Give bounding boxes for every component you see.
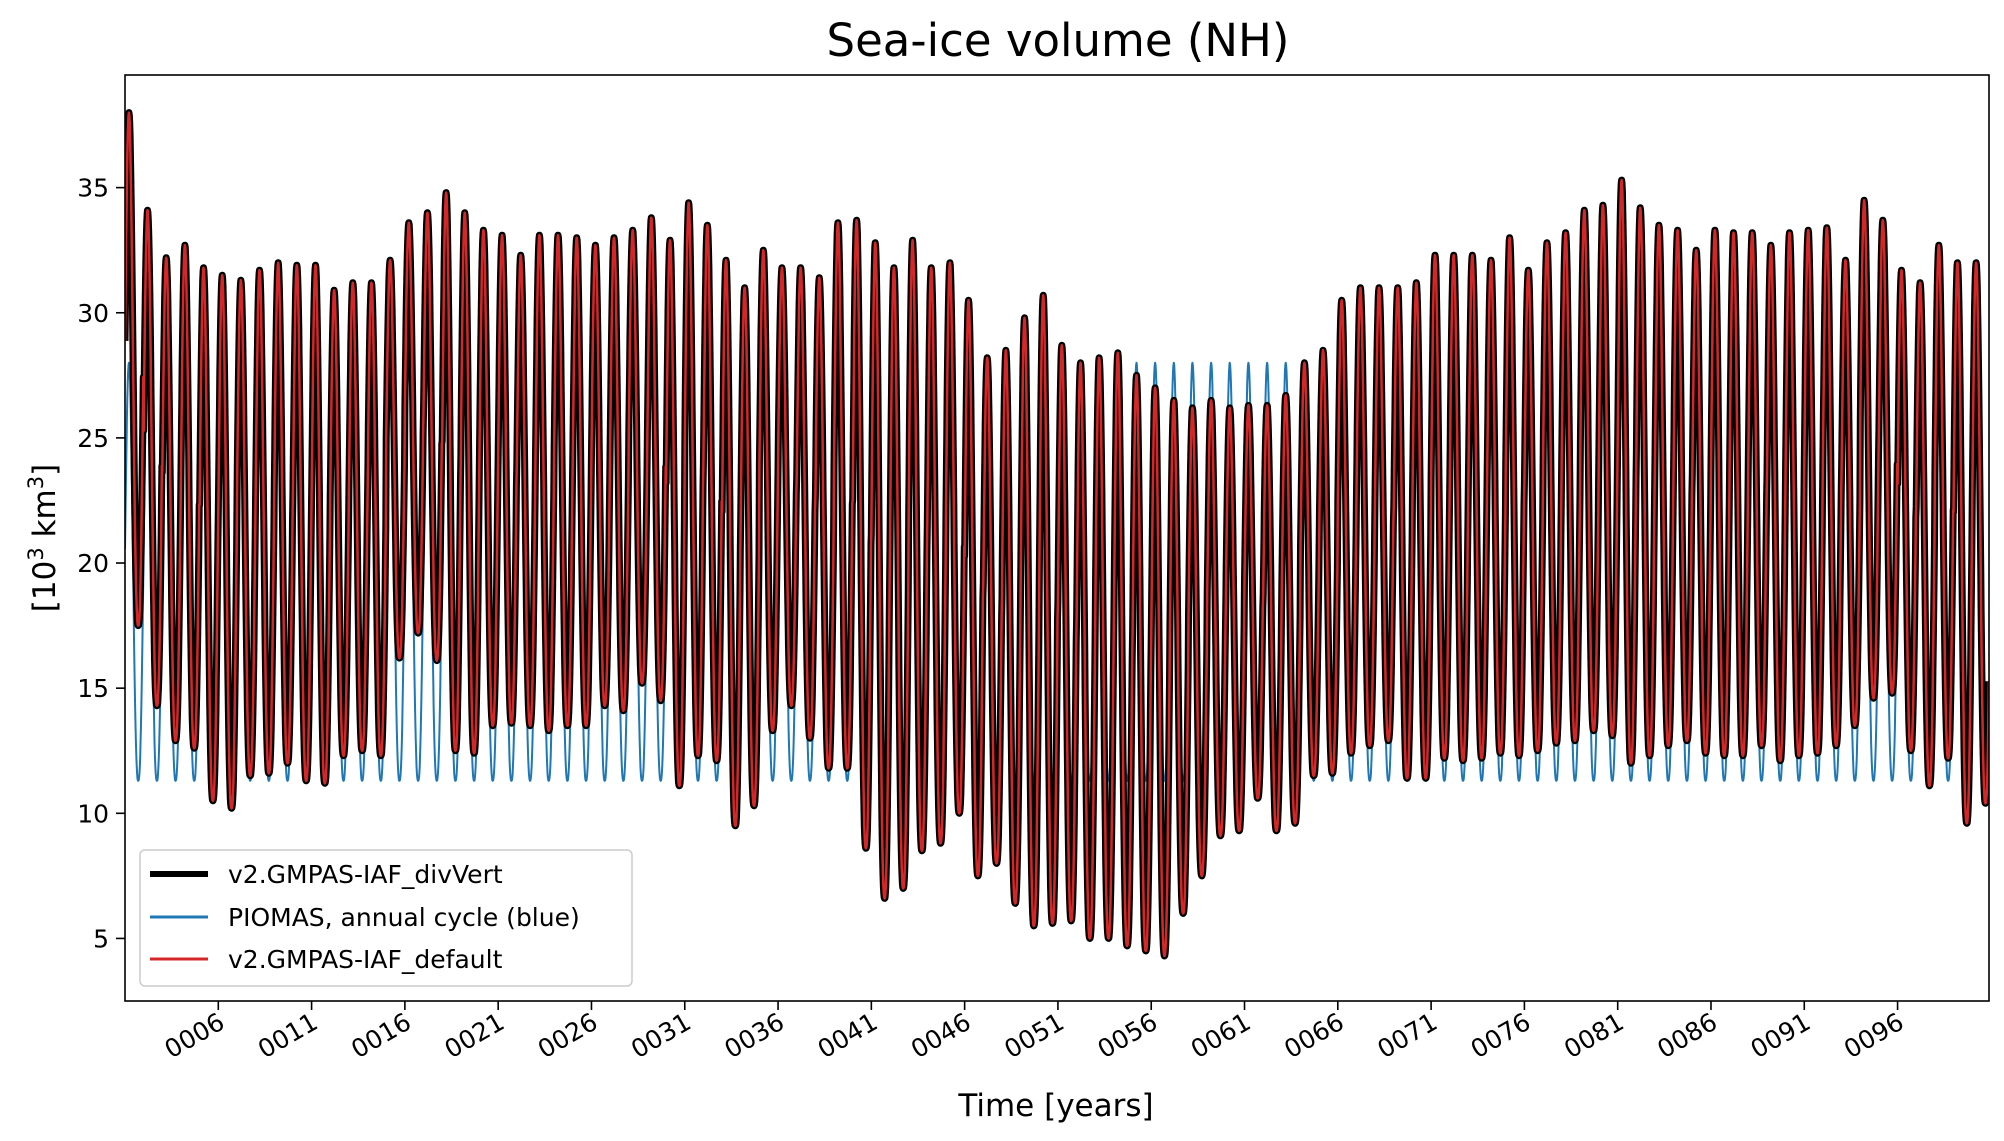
legend: v2.GMPAS-IAF_divVert PIOMAS, annual cycl…	[139, 849, 633, 987]
x-tick-label: 0021	[440, 1007, 510, 1064]
series-default-line	[125, 111, 1989, 958]
legend-label-divvert: v2.GMPAS-IAF_divVert	[228, 860, 503, 889]
x-tick-label: 0036	[719, 1007, 789, 1064]
x-tick-label: 0061	[1186, 1007, 1256, 1064]
y-tick-label: 10	[77, 799, 109, 828]
x-tick-label: 0011	[253, 1007, 323, 1064]
x-tick-label: 0051	[999, 1007, 1069, 1064]
y-tick-label: 15	[77, 674, 109, 703]
x-tick-label: 0076	[1466, 1007, 1536, 1064]
x-tick-label: 0091	[1746, 1007, 1816, 1064]
y-tick-label: 35	[77, 174, 109, 203]
y-tick-label: 25	[77, 424, 109, 453]
y-tick-label: 30	[77, 299, 109, 328]
x-tick-label: 0081	[1559, 1007, 1629, 1064]
x-tick-label: 0016	[346, 1007, 416, 1064]
plot-frame	[124, 74, 1990, 1002]
y-tick-label: 20	[77, 549, 109, 578]
x-tick-label: 0046	[906, 1007, 976, 1064]
y-axis: 5 10 15 20 25 30 35	[77, 174, 125, 953]
x-tick-label: 0096	[1839, 1007, 1909, 1064]
plot-area	[125, 109, 1989, 960]
x-axis-label: Time [years]	[957, 1088, 1153, 1124]
x-tick-label: 0041	[813, 1007, 883, 1064]
x-tick-label: 0031	[626, 1007, 696, 1064]
x-tick-label: 0066	[1279, 1007, 1349, 1064]
y-axis-label: [103 km3]	[24, 464, 63, 612]
x-tick-label: 0026	[533, 1007, 603, 1064]
y-tick-label: 5	[93, 924, 109, 953]
x-tick-label: 0086	[1652, 1007, 1722, 1064]
x-tick-label: 0071	[1373, 1007, 1443, 1064]
chart-title: Sea-ice volume (NH)	[827, 14, 1290, 67]
legend-label-default: v2.GMPAS-IAF_default	[228, 945, 503, 974]
x-axis: 0006 0011 0016 0021 0026 0031 0036 0041 0046 0051…	[160, 1001, 1909, 1064]
legend-label-piomas: PIOMAS, annual cycle (blue)	[228, 903, 580, 932]
legend-box	[139, 849, 633, 987]
x-tick-label: 0056	[1093, 1007, 1163, 1064]
x-tick-label: 0006	[160, 1007, 230, 1064]
